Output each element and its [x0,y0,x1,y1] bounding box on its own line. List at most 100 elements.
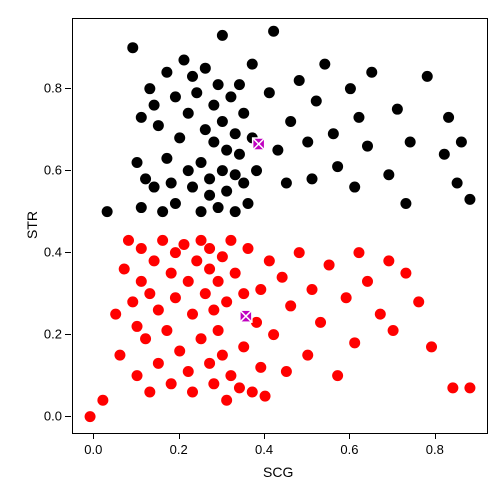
point-red [217,350,228,361]
point-red [204,243,215,254]
point-black [400,198,411,209]
point-black [217,30,228,41]
point-red [332,370,343,381]
y-tick-label: 0.2 [40,326,62,341]
point-red [200,288,211,299]
point-red [136,243,147,254]
x-tick-label: 0.2 [170,442,188,457]
point-red [230,268,241,279]
point-black [204,173,215,184]
point-black [268,26,279,37]
point-red [238,341,249,352]
point-black [383,169,394,180]
point-red [132,370,143,381]
x-tick-label: 0.8 [426,442,444,457]
point-black [464,194,475,205]
point-black [187,182,198,193]
x-tick [179,433,180,439]
point-red [178,239,189,250]
point-black [405,136,416,147]
point-red [413,296,424,307]
point-red [281,366,292,377]
point-red [383,255,394,266]
point-black [178,54,189,65]
point-black [302,136,313,147]
point-black [196,157,207,168]
point-red [277,272,288,283]
point-black [307,173,318,184]
point-red [238,288,249,299]
point-red [170,247,181,258]
y-tick [65,334,71,335]
point-black [366,67,377,78]
point-red [362,276,373,287]
point-red [247,387,258,398]
point-red [285,300,296,311]
point-black [247,59,258,70]
point-black [183,165,194,176]
point-red [307,284,318,295]
point-black [353,112,364,123]
point-black [285,116,296,127]
point-black [221,145,232,156]
point-black [200,124,211,135]
point-black [204,190,215,201]
point-black [161,67,172,78]
point-red [324,259,335,270]
point-red [294,247,305,258]
point-black [196,206,207,217]
point-red [110,309,121,320]
y-axis-label: STR [24,211,40,239]
point-red [315,317,326,328]
point-black [161,153,172,164]
x-tick-label: 0.0 [84,442,102,457]
point-black [157,206,168,217]
point-black [251,165,262,176]
point-red [221,296,232,307]
point-red [119,264,130,275]
point-red [191,255,202,266]
point-black [319,59,330,70]
point-black [136,202,147,213]
point-black [230,128,241,139]
point-black [294,75,305,86]
point-red [388,325,399,336]
point-black [200,63,211,74]
point-red [183,366,194,377]
y-tick-label: 0.4 [40,244,62,259]
x-tick-label: 0.4 [255,442,273,457]
point-black [187,71,198,82]
point-red [255,362,266,373]
x-tick-label: 0.6 [340,442,358,457]
point-black [328,128,339,139]
point-black [452,177,463,188]
y-tick-label: 0.6 [40,162,62,177]
point-black [136,112,147,123]
point-red [196,235,207,246]
point-red [183,276,194,287]
point-black [166,177,177,188]
point-black [439,149,450,160]
point-red [166,268,177,279]
point-red [144,387,155,398]
y-tick [65,170,71,171]
point-red [225,370,236,381]
point-red [157,235,168,246]
point-black [213,202,224,213]
point-red [217,251,228,262]
point-black [456,136,467,147]
point-black [140,173,151,184]
point-red [204,358,215,369]
y-tick-label: 0.8 [40,80,62,95]
point-black [422,71,433,82]
point-black [213,79,224,90]
point-red [264,255,275,266]
point-black [242,198,253,209]
point-black [272,145,283,156]
point-red [255,284,266,295]
point-red [341,292,352,303]
point-black [281,177,292,188]
point-black [217,165,228,176]
point-black [208,136,219,147]
x-axis-label: SCG [263,464,293,480]
